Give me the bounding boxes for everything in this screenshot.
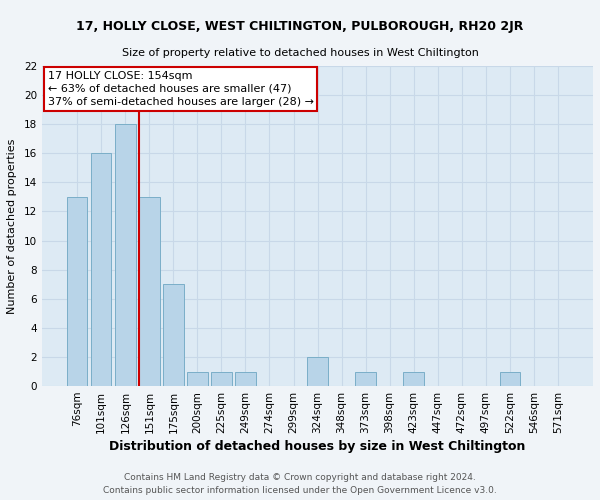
Bar: [500, 372, 520, 386]
Bar: [139, 197, 160, 386]
Text: Contains HM Land Registry data © Crown copyright and database right 2024.
Contai: Contains HM Land Registry data © Crown c…: [103, 474, 497, 495]
Text: 17 HOLLY CLOSE: 154sqm
← 63% of detached houses are smaller (47)
37% of semi-det: 17 HOLLY CLOSE: 154sqm ← 63% of detached…: [47, 70, 314, 107]
Bar: [307, 357, 328, 386]
Y-axis label: Number of detached properties: Number of detached properties: [7, 138, 17, 314]
Bar: [235, 372, 256, 386]
Text: Size of property relative to detached houses in West Chiltington: Size of property relative to detached ho…: [122, 48, 478, 58]
Bar: [67, 197, 88, 386]
Bar: [211, 372, 232, 386]
Bar: [91, 154, 112, 386]
Bar: [187, 372, 208, 386]
Bar: [115, 124, 136, 386]
Bar: [355, 372, 376, 386]
Bar: [163, 284, 184, 386]
X-axis label: Distribution of detached houses by size in West Chiltington: Distribution of detached houses by size …: [109, 440, 526, 453]
Bar: [403, 372, 424, 386]
Text: 17, HOLLY CLOSE, WEST CHILTINGTON, PULBOROUGH, RH20 2JR: 17, HOLLY CLOSE, WEST CHILTINGTON, PULBO…: [76, 20, 524, 33]
